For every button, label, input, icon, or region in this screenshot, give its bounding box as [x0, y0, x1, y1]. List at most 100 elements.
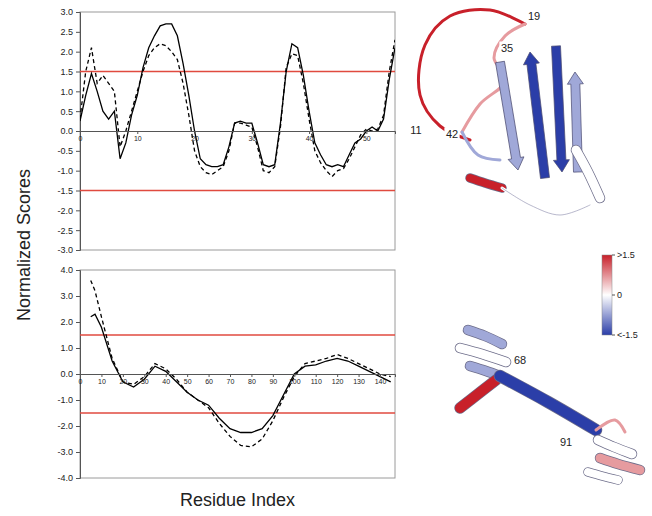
chart-panel: 4.03.02.01.00.0-1.0-2.0-3.0-4.0010203040…	[57, 265, 395, 483]
ribbon	[576, 150, 600, 198]
y-tick-label: 4.0	[60, 265, 73, 275]
x-tick-label: 0	[79, 378, 83, 385]
y-tick-mark	[76, 72, 80, 73]
x-tick-mark	[144, 374, 145, 377]
label-patch	[526, 10, 541, 23]
ribbon	[460, 380, 496, 408]
y-tick-mark	[76, 270, 80, 271]
y-tick-mark	[76, 452, 80, 453]
ribbon	[588, 472, 618, 480]
x-tick-label: 50	[184, 378, 192, 385]
y-tick: -3.0	[57, 245, 80, 255]
x-tick: 60	[205, 374, 213, 385]
residue-label: 91	[558, 436, 573, 449]
x-tick-label: 30	[141, 378, 149, 385]
y-axis: 3.02.52.01.51.00.50.0-0.5-1.0-1.5-2.0-2.…	[57, 7, 80, 255]
chart-panel: 3.02.52.01.51.00.50.0-0.5-1.0-1.5-2.0-2.…	[57, 7, 395, 255]
label-patch	[512, 354, 527, 367]
ribbon	[600, 458, 640, 470]
y-tick: 2.5	[60, 27, 80, 37]
y-tick-mark	[76, 250, 80, 251]
y-tick: 2.0	[60, 317, 80, 327]
ribbon	[470, 178, 502, 188]
threshold-line	[80, 190, 395, 191]
score-line	[80, 40, 395, 177]
ribbon	[500, 376, 596, 430]
x-tick-label: 10	[98, 378, 106, 385]
x-tick-label: 140	[375, 378, 387, 385]
y-tick-label: -1.5	[57, 186, 73, 196]
ribbon	[462, 24, 525, 132]
plot-area	[80, 280, 395, 446]
score-line	[80, 24, 395, 167]
beta-strand	[492, 61, 526, 172]
y-axis-line	[76, 13, 81, 251]
y-tick-label: -0.5	[57, 146, 73, 156]
y-tick-label: -3.0	[57, 447, 73, 457]
x-tick: 30	[248, 131, 256, 142]
structure-top	[418, 9, 600, 215]
x-tick-label: 120	[332, 378, 344, 385]
y-tick-label: -4.0	[57, 473, 73, 483]
y-tick: -4.0	[57, 473, 80, 483]
label-patch	[558, 436, 573, 449]
label-patch	[444, 128, 459, 141]
residue-number: 42	[446, 128, 458, 140]
x-tick-mark	[359, 374, 360, 377]
beta-strand	[548, 46, 570, 173]
y-tick-mark	[76, 322, 80, 323]
plot-frame	[80, 270, 395, 478]
threshold-line	[80, 412, 395, 413]
x-tick-mark	[294, 374, 295, 377]
x-tick-label: 40	[162, 378, 170, 385]
x-tick-label: 40	[306, 135, 314, 142]
color-bar-label: >1.5	[617, 250, 635, 260]
x-tick-mark	[80, 131, 81, 134]
y-tick-label: 1.5	[60, 67, 73, 77]
x-tick: 50	[184, 374, 192, 385]
x-tick-mark	[273, 374, 274, 377]
x-tick: 50	[363, 131, 371, 142]
threshold-line	[80, 334, 395, 335]
y-tick-mark	[76, 131, 80, 132]
x-tick: 30	[141, 374, 149, 385]
y-tick-mark	[76, 171, 80, 172]
x-tick-mark	[195, 131, 196, 134]
plot-frame	[80, 12, 395, 250]
x-tick-label: 110	[311, 378, 322, 385]
x-axis-line	[81, 132, 396, 135]
residue-label: 68	[512, 354, 527, 367]
y-tick-mark	[76, 374, 80, 375]
x-tick-mark	[366, 131, 367, 134]
x-tick-mark	[316, 374, 317, 377]
y-tick: -1.0	[57, 395, 80, 405]
x-tick: 90	[269, 374, 277, 385]
y-tick: -2.0	[57, 206, 80, 216]
color-bar-tick	[612, 295, 615, 296]
ribbon	[600, 458, 640, 470]
x-tick-label: 90	[269, 378, 277, 385]
x-tick: 100	[289, 374, 301, 385]
ribbon	[596, 420, 625, 432]
x-tick-label: 30	[248, 135, 256, 142]
y-tick-mark	[76, 91, 80, 92]
score-line	[91, 280, 391, 446]
y-tick-label: -2.0	[57, 206, 73, 216]
y-tick-label: 3.0	[60, 7, 73, 17]
y-tick-mark	[76, 400, 80, 401]
x-tick-label: 10	[134, 135, 142, 142]
x-tick-label: 20	[191, 135, 199, 142]
y-tick: -2.5	[57, 226, 80, 236]
y-tick: -1.0	[57, 166, 80, 176]
x-tick-mark	[252, 131, 253, 134]
y-tick-label: -1.0	[57, 166, 73, 176]
residue-number: 68	[514, 354, 526, 366]
x-tick-label: 50	[363, 135, 371, 142]
y-tick-mark	[76, 296, 80, 297]
y-tick-label: -2.0	[57, 421, 73, 431]
y-axis: 4.03.02.01.00.0-1.0-2.0-3.0-4.0	[57, 265, 80, 483]
y-tick: 1.0	[60, 87, 80, 97]
ribbon	[598, 440, 632, 454]
x-tick: 110	[311, 374, 322, 385]
label-patch	[409, 124, 423, 137]
